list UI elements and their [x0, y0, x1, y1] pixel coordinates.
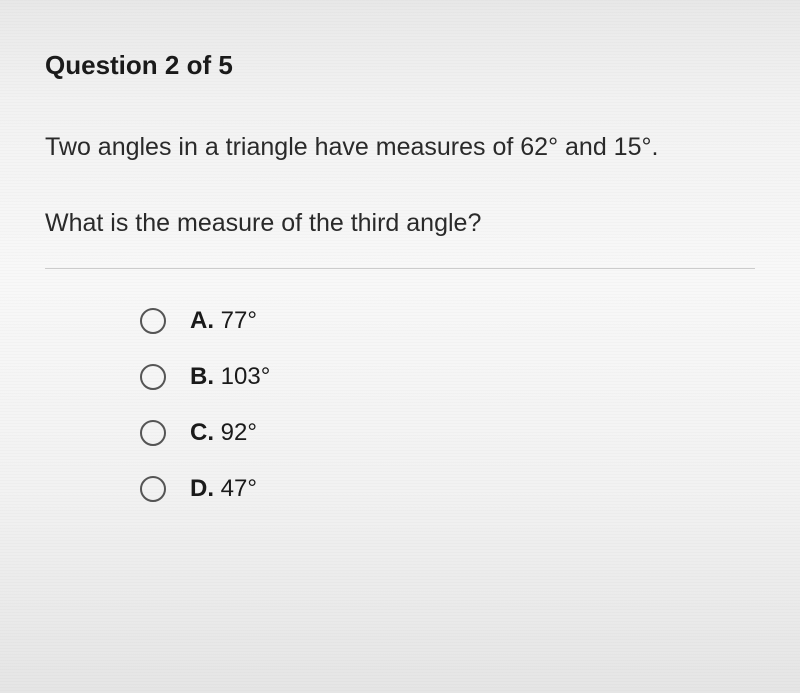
option-label: D. 47°	[190, 475, 257, 503]
question-header: Question 2 of 5	[45, 50, 755, 81]
option-label: C. 92°	[190, 419, 257, 447]
radio-icon	[140, 308, 166, 334]
option-a[interactable]: A. 77°	[140, 307, 755, 335]
option-d[interactable]: D. 47°	[140, 475, 755, 503]
option-text: 92°	[221, 419, 257, 446]
option-text: 103°	[221, 363, 271, 390]
radio-icon	[140, 476, 166, 502]
option-b[interactable]: B. 103°	[140, 363, 755, 391]
option-letter: C.	[190, 419, 214, 446]
option-letter: A.	[190, 307, 214, 334]
option-text: 47°	[221, 475, 257, 502]
divider	[45, 268, 755, 269]
option-label: B. 103°	[190, 363, 270, 391]
question-prompt: What is the measure of the third angle?	[45, 209, 755, 238]
option-letter: B.	[190, 363, 214, 390]
option-text: 77°	[221, 307, 257, 334]
question-text: Two angles in a triangle have measures o…	[45, 129, 755, 167]
option-c[interactable]: C. 92°	[140, 419, 755, 447]
option-label: A. 77°	[190, 307, 257, 335]
radio-icon	[140, 420, 166, 446]
option-letter: D.	[190, 475, 214, 502]
options-container: A. 77° B. 103° C. 92° D. 47°	[45, 307, 755, 503]
radio-icon	[140, 364, 166, 390]
